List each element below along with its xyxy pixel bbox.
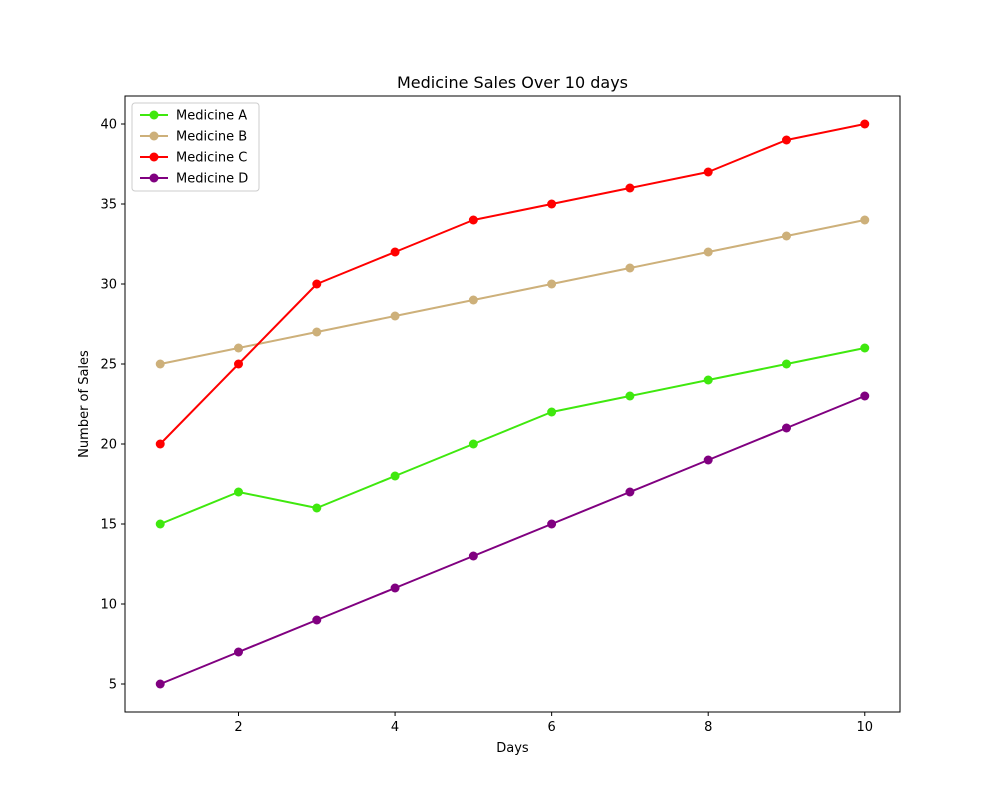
legend-label: Medicine B (176, 130, 247, 145)
data-point-medicine-c (703, 167, 713, 177)
data-point-medicine-a (781, 359, 791, 369)
legend-item-medicine-d: Medicine D (140, 172, 248, 187)
series-line-medicine-d (159, 395, 866, 685)
legend-item-medicine-a: Medicine A (140, 109, 247, 124)
y-tick-label: 20 (100, 438, 117, 453)
data-point-medicine-d (390, 583, 400, 593)
data-point-medicine-a (312, 503, 322, 513)
data-point-medicine-d (547, 519, 557, 529)
data-point-medicine-a (547, 407, 557, 417)
data-point-medicine-b (312, 327, 322, 337)
x-tick-label: 4 (391, 720, 399, 735)
x-axis: 2 4 6 8 10 (234, 712, 873, 735)
legend-box (131, 102, 260, 192)
data-point-medicine-c (547, 199, 557, 209)
data-point-medicine-c (625, 183, 635, 193)
data-point-medicine-a (468, 439, 478, 449)
legend-swatch-marker (149, 173, 159, 183)
y-tick-label: 15 (100, 518, 117, 533)
data-point-medicine-b (860, 215, 870, 225)
y-tick-label: 25 (100, 358, 117, 373)
data-point-medicine-c (390, 247, 400, 257)
legend-label: Medicine A (176, 109, 247, 124)
legend-item-medicine-b: Medicine B (140, 130, 247, 145)
legend-item-medicine-c: Medicine C (140, 151, 247, 166)
data-point-medicine-a (860, 343, 870, 353)
data-point-medicine-c (781, 135, 791, 145)
data-point-medicine-b (703, 247, 713, 257)
data-point-medicine-c (860, 119, 870, 129)
chart-title: Medicine Sales Over 10 days (397, 73, 628, 92)
data-point-medicine-b (234, 343, 244, 353)
data-point-medicine-d (155, 679, 165, 689)
series-medicine-b (155, 215, 870, 369)
plot-area (124, 95, 901, 713)
legend-swatch-marker (149, 152, 159, 162)
data-point-medicine-d (234, 647, 244, 657)
data-point-medicine-b (781, 231, 791, 241)
data-point-medicine-b (625, 263, 635, 273)
data-point-medicine-b (155, 359, 165, 369)
x-axis-label: Days (496, 741, 529, 756)
data-point-medicine-b (468, 295, 478, 305)
y-axis-label: Number of Sales (77, 350, 92, 458)
x-tick-label: 2 (234, 720, 242, 735)
data-point-medicine-b (390, 311, 400, 321)
legend-label: Medicine C (176, 151, 247, 166)
data-point-medicine-d (625, 487, 635, 497)
legend-swatch-marker (149, 110, 159, 120)
x-tick-label: 8 (704, 720, 712, 735)
data-point-medicine-a (625, 391, 635, 401)
series-medicine-a (155, 343, 870, 529)
data-point-medicine-a (234, 487, 244, 497)
series-line-medicine-c (159, 123, 865, 445)
data-point-medicine-d (468, 551, 478, 561)
legend-swatch-marker (149, 131, 159, 141)
x-tick-label: 6 (548, 720, 556, 735)
y-tick-label: 30 (100, 278, 117, 293)
y-tick-label: 40 (100, 118, 117, 133)
series-line-medicine-a (159, 347, 865, 525)
series-layer (155, 119, 870, 689)
data-point-medicine-c (312, 279, 322, 289)
data-point-medicine-c (468, 215, 478, 225)
data-point-medicine-c (155, 439, 165, 449)
legend: Medicine A Medicine B Medicine C Medicine D (131, 102, 260, 192)
data-point-medicine-a (703, 375, 713, 385)
series-line-medicine-b (160, 219, 865, 365)
data-point-medicine-a (390, 471, 400, 481)
data-point-medicine-d (703, 455, 713, 465)
data-point-medicine-c (234, 359, 244, 369)
axes-frame (124, 95, 901, 713)
series-medicine-c (155, 119, 870, 449)
x-tick-label: 10 (856, 720, 873, 735)
y-tick-label: 5 (109, 678, 117, 693)
legend-label: Medicine D (176, 172, 248, 187)
y-tick-label: 35 (100, 198, 117, 213)
series-medicine-d (155, 391, 870, 689)
y-tick-label: 10 (100, 598, 117, 613)
data-point-medicine-d (781, 423, 791, 433)
y-axis: 5 10 15 20 25 30 35 40 (100, 118, 125, 693)
data-point-medicine-b (547, 279, 557, 289)
data-point-medicine-d (312, 615, 322, 625)
data-point-medicine-a (155, 519, 165, 529)
data-point-medicine-d (860, 391, 870, 401)
